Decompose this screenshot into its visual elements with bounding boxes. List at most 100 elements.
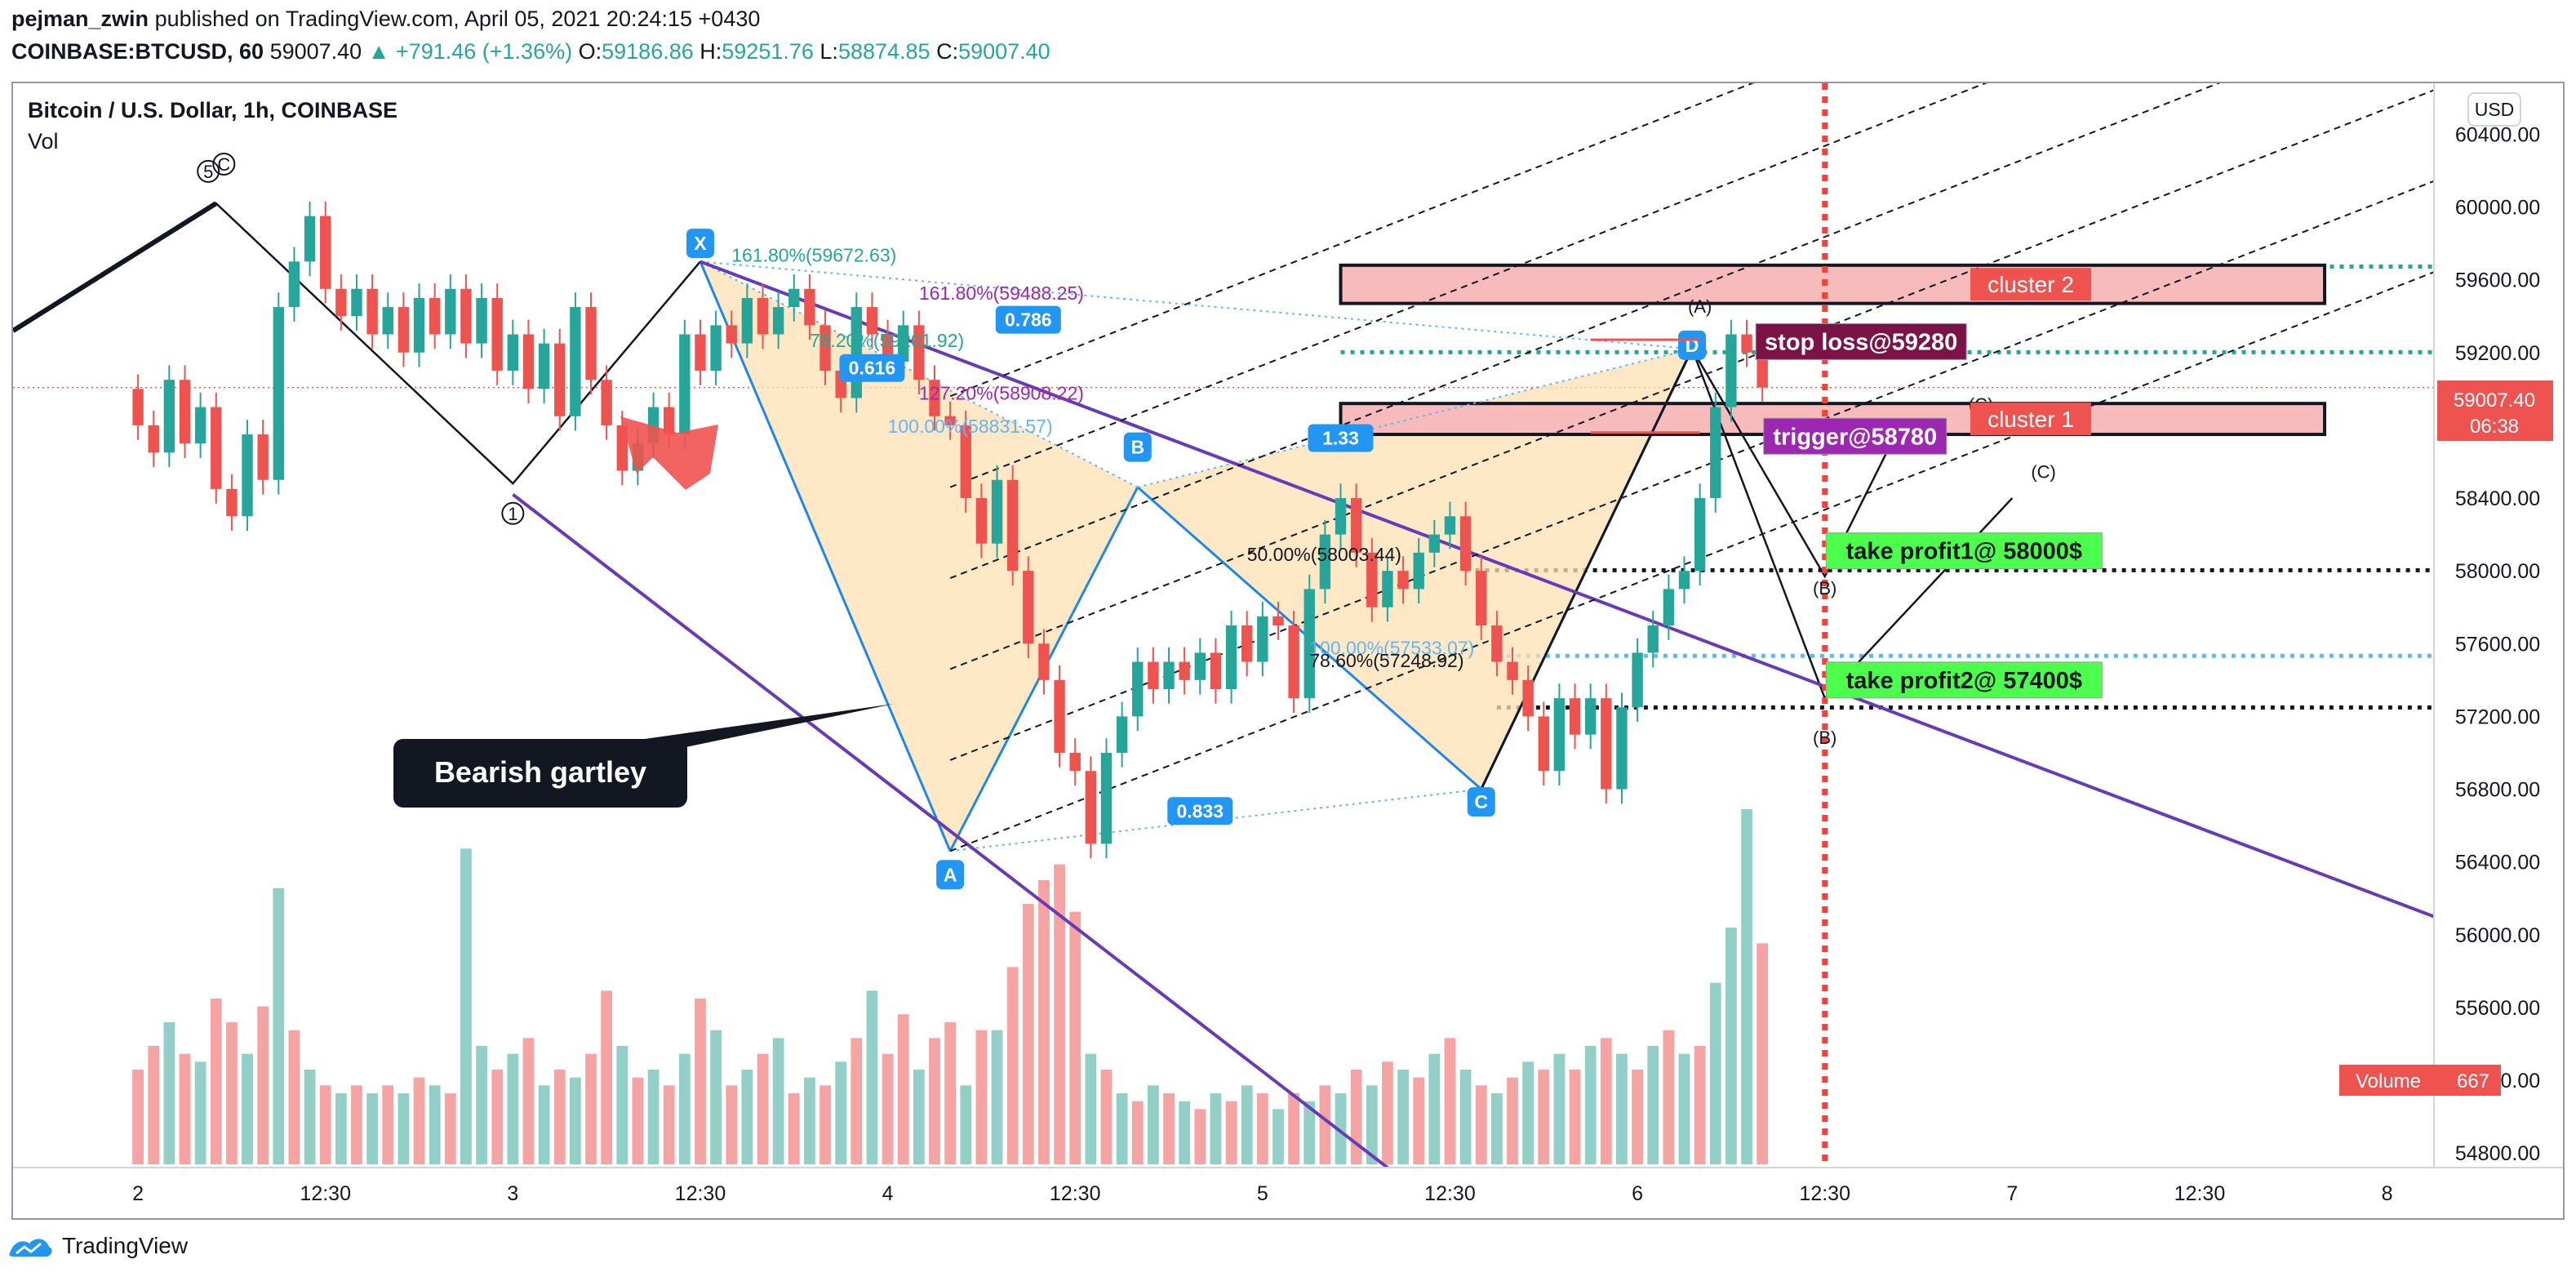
candle-body xyxy=(304,216,316,262)
currency-label: USD xyxy=(2475,99,2515,120)
candle xyxy=(1006,465,1019,585)
wave-label-text: 5 xyxy=(203,162,213,182)
candle-body xyxy=(1194,652,1206,680)
annotations: 161.80%(59672.63) 161.80%(59488.25) 78.20%… xyxy=(197,152,2103,890)
candlesticks xyxy=(132,201,1768,859)
candle xyxy=(335,274,347,332)
price-chart[interactable]: 161.80%(59672.63) 161.80%(59488.25) 78.20%… xyxy=(0,0,2576,1225)
candle xyxy=(1382,556,1393,622)
candle xyxy=(460,274,472,358)
volume-bar xyxy=(1022,904,1034,1164)
price-tick-label: 59200.00 xyxy=(2455,342,2540,365)
wave-label: (C) xyxy=(2031,462,2056,483)
time-tick-label: 12:30 xyxy=(1799,1182,1850,1205)
fib-level-label: 78.60%(57248.92) xyxy=(1309,650,1463,671)
volume-bar xyxy=(772,1038,784,1164)
point-badge-bg xyxy=(936,860,965,890)
point-badge-label: B xyxy=(1130,437,1144,458)
ratio-badge-bg xyxy=(839,354,905,382)
fib-level-label: 100.00%(58831.57) xyxy=(888,416,1053,437)
ratio-badge-bg xyxy=(1308,424,1374,452)
time-tick-label: 12:30 xyxy=(300,1182,351,1205)
candle xyxy=(819,310,831,385)
volume-bar xyxy=(1428,1053,1441,1164)
candle-body xyxy=(1257,616,1268,662)
time-axis[interactable]: 2 12:30 3 12:30 4 12:30 5 12:30 6 12:30 7 12:30 8 xyxy=(13,1167,2563,1205)
candle xyxy=(570,292,581,431)
volume-bar xyxy=(882,1053,894,1164)
candle-body xyxy=(1428,534,1441,553)
trend-line-thick xyxy=(13,201,218,333)
candle-body xyxy=(1757,354,1768,388)
trade-note-text: take profit2@ 57400$ xyxy=(1846,668,2082,694)
ratio-badge: 0.833 xyxy=(1167,797,1233,825)
candle-body xyxy=(929,380,940,416)
symbol-name[interactable]: COINBASE:BTCUSD, 60 xyxy=(11,39,264,64)
author-name[interactable]: pejman_zwin xyxy=(11,7,149,31)
channel-line xyxy=(949,83,2221,579)
time-tick-label: 6 xyxy=(1632,1182,1643,1205)
volume-bar xyxy=(413,1077,425,1164)
candle xyxy=(132,374,144,440)
candle-body xyxy=(242,434,253,517)
price-tick-label: 59600.00 xyxy=(2455,269,2540,292)
candle-body xyxy=(1085,771,1097,844)
footer-brand[interactable]: TradingView xyxy=(8,1233,188,1259)
open-value: 59186.86 xyxy=(602,39,694,64)
candle-body xyxy=(898,325,909,362)
candle-body xyxy=(1444,516,1456,535)
volume-bar xyxy=(319,1085,331,1164)
ratio-badge-bg xyxy=(995,305,1061,334)
volume-bar xyxy=(851,1038,863,1164)
ratio-badge: 0.616 xyxy=(839,354,905,382)
candle xyxy=(1038,629,1050,695)
point-badge-label: A xyxy=(944,864,957,885)
pattern-point-badge: D xyxy=(1678,330,1707,360)
price-tick-label: 60000.00 xyxy=(2455,197,2540,220)
volume-bar xyxy=(476,1046,487,1164)
candle-body xyxy=(1304,589,1315,699)
callout-bg xyxy=(393,739,687,808)
candle-body xyxy=(226,488,238,517)
volume-bar xyxy=(1694,1046,1706,1164)
volume-bar xyxy=(1413,1077,1425,1164)
candle-body xyxy=(1397,571,1409,590)
candle-body xyxy=(1023,571,1034,644)
fib-level-label: 100.00%(57533.07) xyxy=(1309,638,1474,659)
wave-label-circle xyxy=(501,501,525,525)
candle xyxy=(866,292,878,349)
candle xyxy=(616,411,628,486)
volume-bar xyxy=(1678,1053,1690,1164)
candle-body xyxy=(975,498,988,544)
symbol-info: COINBASE:BTCUSD, 60 59007.40 ▲ +791.46 (… xyxy=(11,39,1050,65)
wave-label-text: (C) xyxy=(2031,462,2056,483)
candle xyxy=(1632,638,1643,723)
volume-bar xyxy=(148,1046,160,1164)
price-axis[interactable]: 54800.0055200.0055600.0056000.0056400.00… xyxy=(2433,83,2540,1168)
candle xyxy=(538,328,550,404)
ratio-badge-label: 0.833 xyxy=(1177,800,1224,821)
volume-bar xyxy=(1241,1085,1253,1164)
candle-body xyxy=(1069,752,1081,772)
point-badge-label: C xyxy=(1474,791,1488,812)
candle xyxy=(1553,683,1566,786)
volume-bar xyxy=(273,888,285,1164)
volume-bar xyxy=(663,1085,675,1164)
candle xyxy=(1023,556,1034,659)
candle-body xyxy=(1584,698,1597,735)
candle-body xyxy=(913,325,925,380)
price-tick-label: 56400.00 xyxy=(2455,852,2540,874)
price-change: ▲ +791.46 (+1.36%) xyxy=(367,39,573,64)
pattern-point-badge: B xyxy=(1123,432,1152,462)
currency-button[interactable] xyxy=(2467,92,2521,127)
cluster-label: cluster 2 xyxy=(1970,268,2091,301)
cluster-label-bg xyxy=(1970,268,2091,301)
candle xyxy=(1678,556,1690,604)
volume-bar xyxy=(1632,1070,1643,1164)
candle-body xyxy=(179,380,191,444)
volume-bar xyxy=(944,1022,957,1164)
candle-body xyxy=(257,434,269,480)
volume-bar xyxy=(366,1093,379,1164)
candle-body xyxy=(491,297,503,372)
low-label: L: xyxy=(819,39,838,64)
